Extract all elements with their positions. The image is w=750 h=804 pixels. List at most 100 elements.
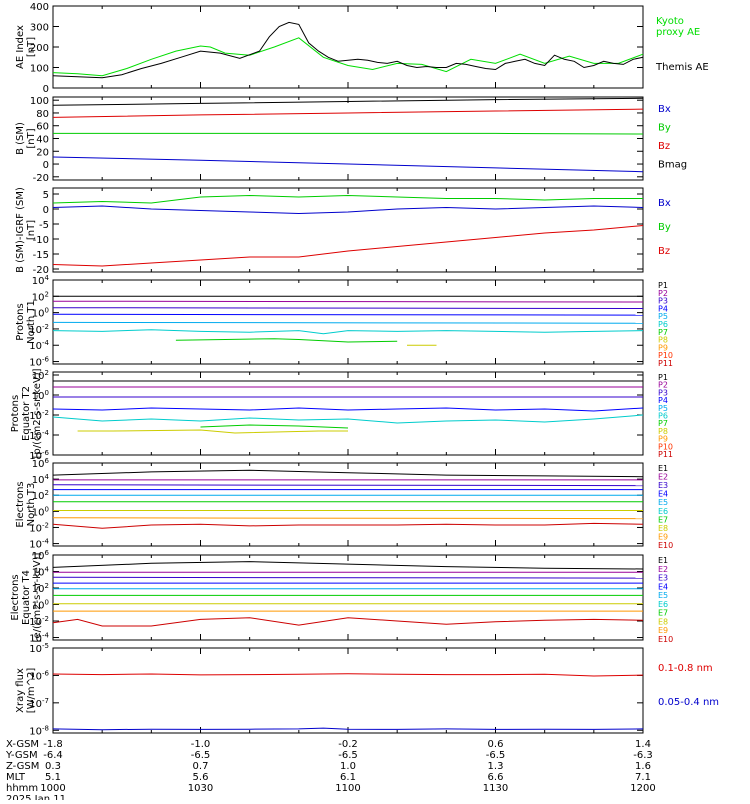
legend-entry: E9 [658, 532, 668, 541]
y-tick-label: 10-2 [29, 615, 49, 628]
legend-entry: P4 [658, 396, 668, 405]
legend-entry: E6 [658, 600, 668, 609]
legend-entry: P11 [658, 450, 673, 459]
legend-entry: Themis AE [655, 62, 709, 73]
y-axis-label-1: AE Index [nT] [15, 25, 37, 69]
legend-entry: 0.05-0.4 nm [658, 697, 719, 708]
y-tick-label: 10-4 [29, 429, 49, 442]
legend-entry: E4 [658, 490, 668, 499]
legend-entry: P6 [658, 320, 668, 329]
y-tick-label: 80 [36, 109, 49, 120]
y-tick-label: 104 [32, 566, 50, 579]
legend-entry: 0.1-0.8 nm [658, 663, 713, 674]
legend-entry: P7 [658, 419, 668, 428]
series-line-p3 [52, 307, 644, 309]
legend-entry: P4 [658, 304, 668, 313]
footer-value: 1100 [335, 783, 360, 794]
y-axis-label-line: Protons [15, 303, 26, 340]
footer-value: 0.6 [488, 739, 504, 750]
y-tick-label: 0 [43, 205, 49, 216]
y-tick-label: 102 [32, 290, 49, 303]
y-axis-label-line: [p/(cm2-s-sr-keV)] [32, 368, 43, 458]
legend-entry: E2 [658, 565, 668, 574]
footer-row-label: Y-GSM [5, 750, 38, 761]
footer-value: 1.6 [635, 761, 651, 772]
y-axis-label-8: Xray flux [W/m^2] [15, 668, 37, 714]
footer-date: 2025 Jan 11 [6, 794, 66, 800]
y-tick-label: 102 [32, 582, 49, 595]
footer-value: -6.5 [338, 750, 358, 761]
series-line-by [53, 132, 644, 135]
footer-row-label: hhmm [6, 783, 38, 794]
series-line-themis-ae [52, 21, 644, 79]
footer-row-label: X-GSM [6, 739, 39, 750]
y-axis-label-line: North T1 [26, 300, 37, 344]
series-line-p5 [52, 414, 644, 424]
y-axis-label-3: B (SM)-IGRF (SM) [nT] [15, 187, 37, 273]
y-tick-label: 20 [36, 147, 49, 158]
legend-entry: E8 [658, 617, 668, 626]
y-tick-label: 100 [30, 96, 49, 107]
footer-value: -1.0 [191, 739, 211, 750]
legend-entry: Bz [658, 141, 670, 152]
y-axis-label-line: North T3 [26, 483, 37, 527]
series-line-kyoto-proxy-ae [52, 37, 644, 77]
y-axis-label-line: Equator T4 [21, 570, 32, 625]
legend-entry: E9 [658, 626, 668, 635]
y-axis-label-5: Protons Equator T2 [p/(cm2-s-sr-keV)] [10, 368, 43, 458]
footer-row-label: MLT [6, 772, 26, 783]
legend-entry: P2 [658, 289, 668, 298]
legend-entry: P7 [658, 328, 668, 337]
y-axis-label-line: [W/m^2] [26, 668, 37, 714]
legend-entry: E1 [658, 464, 668, 473]
y-tick-label: 10-5 [29, 642, 49, 655]
y-tick-label: 300 [30, 23, 49, 34]
y-tick-label: 10-2 [29, 409, 49, 422]
legend-entry: By [658, 123, 671, 134]
y-tick-label: 10-7 [29, 697, 49, 710]
footer-value: 1030 [188, 783, 213, 794]
legend-entry: P3 [658, 297, 668, 306]
y-axis-label-line: [e/(cm2-s-sr-keV)] [32, 552, 43, 642]
legend-entry: P8 [658, 336, 668, 345]
series-line-e3 [52, 484, 644, 487]
series-line-bz [52, 225, 644, 267]
series-line-0-1-0-8-nm [52, 673, 644, 677]
legend-entry: E4 [658, 582, 668, 591]
footer-value: 1000 [40, 783, 65, 794]
y-tick-label: 10-4 [29, 632, 49, 645]
y-tick-label: 200 [30, 43, 49, 54]
legend-entry: E2 [658, 473, 668, 482]
y-axis-label-line: B (SM)-IGRF (SM) [15, 187, 26, 273]
y-tick-label: -5 [39, 220, 49, 231]
legend-entry: E5 [658, 498, 668, 507]
y-tick-label: 104 [32, 274, 50, 287]
panel-frame-6 [52, 462, 644, 547]
footer-value: 6.1 [340, 772, 356, 783]
panel-frame-8 [52, 647, 644, 734]
legend-entry: E5 [658, 591, 668, 600]
legend-entry: Bmag [658, 160, 687, 171]
legend-entry: P9 [658, 343, 668, 352]
footer-value: -1.8 [43, 739, 63, 750]
panel-frame-2 [52, 96, 644, 181]
legend-entry: Kyoto proxy AE [656, 16, 700, 38]
y-tick-label: 10-6 [29, 449, 49, 462]
series-line-p7 [77, 429, 348, 434]
footer-row-label: Z-GSM [6, 761, 39, 772]
y-tick-label: 100 [32, 505, 49, 518]
y-tick-label: 10-4 [29, 339, 49, 352]
series-line-bz [52, 108, 644, 118]
footer-value: 5.6 [193, 772, 209, 783]
legend-entry: P1 [658, 281, 668, 290]
legend-entry: P9 [658, 435, 668, 444]
footer-value: 1130 [483, 783, 508, 794]
series-line-p6 [200, 424, 349, 429]
footer-value: -6.5 [486, 750, 506, 761]
y-axis-label-7: Electrons Equator T4 [e/(cm2-s-sr-keV)] [10, 552, 43, 642]
y-tick-label: -10 [33, 235, 49, 246]
legend-entry: P2 [658, 381, 668, 390]
y-tick-label: 0 [43, 160, 49, 171]
y-axis-label-line: [nT] [26, 37, 37, 57]
panel-frame-3 [52, 187, 644, 273]
